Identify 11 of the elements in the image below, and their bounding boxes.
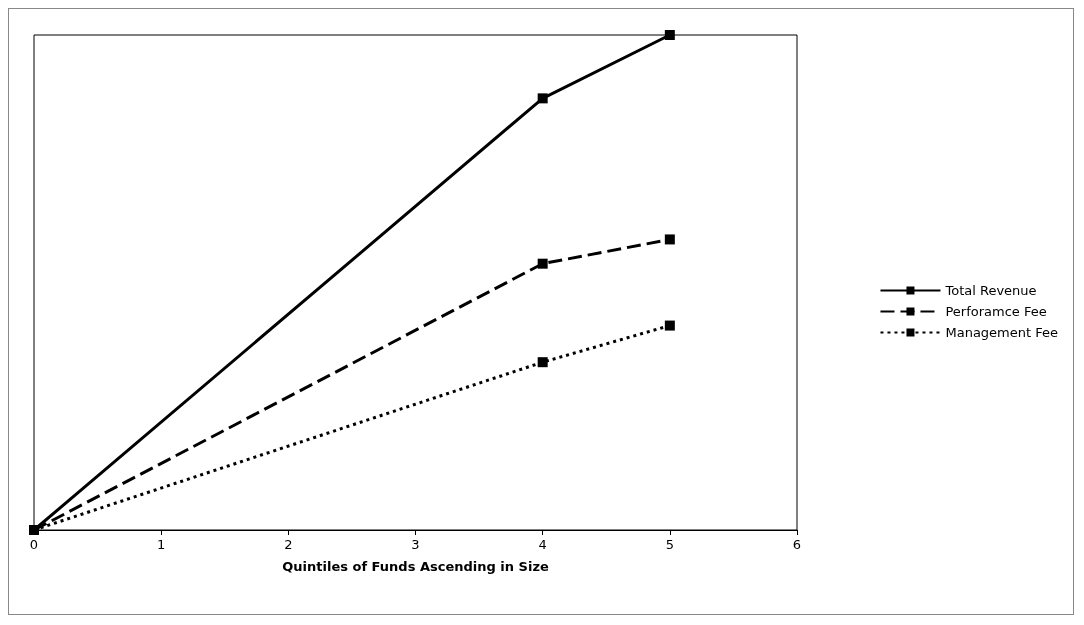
legend-label: Perforamce Fee (945, 304, 1047, 319)
x-tick-label: 4 (538, 537, 547, 552)
legend-label: Management Fee (945, 325, 1058, 340)
x-tick-label: 3 (411, 537, 420, 552)
x-tick-label: 5 (665, 537, 674, 552)
x-tick-label: 6 (792, 537, 802, 552)
x-axis-title: Quintiles of Funds Ascending in Size (282, 559, 549, 574)
x-tick-label: 0 (29, 537, 39, 552)
legend-label: Total Revenue (944, 283, 1037, 298)
x-tick-label: 1 (157, 537, 166, 552)
x-tick-label: 2 (284, 537, 293, 552)
